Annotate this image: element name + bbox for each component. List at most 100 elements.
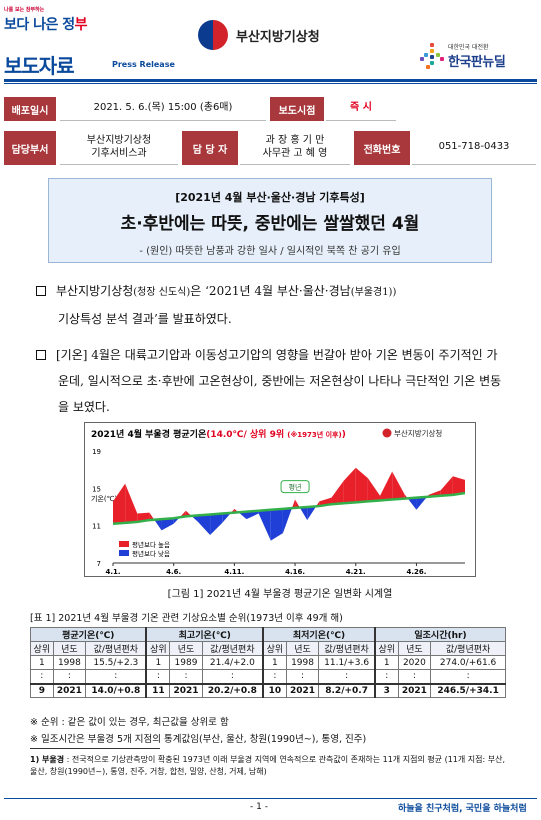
col-rank: 상위 xyxy=(30,641,54,656)
above-normal-area xyxy=(125,483,138,523)
below-normal-area xyxy=(270,508,283,541)
embargo-value: 즉 시 xyxy=(326,97,396,121)
col-value: 값/평년편차 xyxy=(201,641,264,656)
dept-value-line2: 기후서비스과 xyxy=(91,147,147,159)
below-normal-area xyxy=(416,496,427,510)
y-axis-label: 기온(℃) xyxy=(91,494,117,503)
headline-sub: [2021년 4월 부산·울산·경남 기후특성] xyxy=(175,191,365,204)
table-cell: : xyxy=(262,669,287,684)
table-cell: 1 xyxy=(145,655,171,670)
col-year: 년도 xyxy=(285,641,320,656)
dept-value-line1: 부산지방기상청 xyxy=(86,135,152,146)
table-cell: 20.2/+0.8 xyxy=(201,682,264,698)
above-normal-area xyxy=(149,512,155,521)
group-max-temp: 최고기온(℃) xyxy=(145,627,264,642)
table-row: :::::::::::: xyxy=(30,669,506,684)
above-normal-area xyxy=(295,499,300,508)
p1-title: 은 ‘2021년 4월 부산·울산·경남 xyxy=(190,284,351,298)
normal-label: 평년 xyxy=(289,483,302,492)
header-rule-thin xyxy=(4,83,537,84)
below-normal-area xyxy=(238,511,247,520)
col-rank: 상위 xyxy=(145,641,171,656)
rank-table: 평균기온(℃) 최고기온(℃) 최저기온(℃) 일조시간(hr) 상위 년도 값… xyxy=(30,627,506,698)
below-normal-area xyxy=(161,518,174,531)
below-normal-area xyxy=(258,509,271,541)
table-row: 9 2021 14.0/+0.8 11 2021 20.2/+0.8 10 2021 8.2/+… xyxy=(30,682,506,698)
dept-label: 담당부서 xyxy=(4,131,56,165)
taegeuk-emblem-icon xyxy=(198,20,228,50)
table-cell: 2020 xyxy=(397,655,432,670)
above-normal-area xyxy=(367,478,381,502)
legend-low-swatch xyxy=(119,550,129,556)
col-year: 년도 xyxy=(52,641,87,656)
headline-box: [2021년 4월 부산·울산·경남 기후특성] 초·후반에는 따뜻, 중반에는… xyxy=(48,178,492,263)
table-cell: 9 xyxy=(30,682,54,698)
korean-new-deal-logo: 대한민국 대전환 한국판뉴딜 xyxy=(420,42,506,70)
table-cell: 1998 xyxy=(285,655,320,670)
paragraph-temperature: [기온] 4월은 대륙고기압과 이동성고기압의 영향을 번갈아 받아 기온 변동… xyxy=(36,342,506,420)
table-cell: 2021 xyxy=(169,682,203,698)
col-value: 값/평년편차 xyxy=(430,641,506,656)
embargo-label: 보도시점 xyxy=(270,97,324,121)
table-cell: 274.0/+61.6 xyxy=(430,655,506,670)
footer-slogan: 하늘을 친구처럼, 국민을 하늘처럼 xyxy=(398,804,527,814)
chart-caption: [그림 1] 2021년 4월 부울경 평균기온 일변화 시계열 xyxy=(167,589,393,600)
group-sunshine: 일조시간(hr) xyxy=(373,627,506,642)
table-cell: 1 xyxy=(262,655,287,670)
y-tick-label: 7 xyxy=(97,560,101,568)
table-cell: 1 xyxy=(30,655,54,670)
below-normal-area xyxy=(407,497,417,510)
logo-text-a: 보다 나은 정 xyxy=(4,17,75,33)
table-cell: : xyxy=(169,669,203,684)
below-normal-area xyxy=(222,512,231,523)
table-cell: 246.5/+34.1 xyxy=(430,682,506,698)
col-rank: 상위 xyxy=(373,641,399,656)
chart-title-note: (※1973년 이후) xyxy=(287,430,341,439)
col-year: 년도 xyxy=(397,641,432,656)
above-normal-area xyxy=(331,480,344,505)
chart-title-close: ) xyxy=(342,430,346,440)
table-cell: : xyxy=(201,669,264,684)
table-group-row: 평균기온(℃) 최고기온(℃) 최저기온(℃) 일조시간(hr) xyxy=(30,627,506,642)
table-sub-header-row: 상위 년도 값/평년편차 상위 년도 값/평년편차 상위 년도 값/평년편차 상… xyxy=(30,641,506,656)
footnote-rule xyxy=(30,748,160,749)
headline-note: - (원인) 따뜻한 남풍과 강한 일사 / 일시적인 북쪽 찬 공기 유입 xyxy=(139,246,401,257)
header-rule xyxy=(4,79,537,82)
normal-line xyxy=(112,491,466,526)
p1-agency: 부산지방기상청 xyxy=(56,284,134,298)
x-tick-label: 4.21. xyxy=(346,568,366,576)
paragraph-announcement: 부산지방기상청(청장 신도식)은 ‘2021년 4월 부산·울산·경남(부울경1… xyxy=(36,278,506,332)
table-cell: 2021 xyxy=(52,682,87,698)
chart-title-highlight: (14.0℃/ 상위 9위 xyxy=(206,428,287,440)
footer-rule xyxy=(4,798,537,799)
page-number: - 1 - xyxy=(250,802,268,812)
note-rank: ※ 순위 : 같은 값이 있는 경우, 최근값을 상위로 함 xyxy=(30,717,229,728)
table-cell: 1998 xyxy=(52,655,87,670)
logo-tagline: 나를 보는 참부하는 xyxy=(4,7,45,13)
x-tick-label: 4.26. xyxy=(406,568,426,576)
table-cell: : xyxy=(373,669,399,684)
table-cell: : xyxy=(52,669,87,684)
table-cell: : xyxy=(318,669,376,684)
table-cell: 11 xyxy=(145,682,171,698)
y-tick-label: 19 xyxy=(92,448,101,456)
chart-title: 2021년 4월 부울경 평균기온(14.0℃/ 상위 9위 (※1973년 이… xyxy=(91,428,346,440)
table-cell: 10 xyxy=(262,682,287,698)
below-normal-area xyxy=(154,519,162,531)
group-avg-temp: 평균기온(℃) xyxy=(30,627,147,642)
footnote: 1) 부울경 : 전국적으로 기상관측망이 확충된 1973년 이래 부울경 지… xyxy=(30,754,508,778)
manager-value-line2: 사무관 고 혜 영 xyxy=(262,147,328,159)
x-tick-label: 4.1. xyxy=(105,568,120,576)
table-cell: 2021 xyxy=(285,682,320,698)
x-tick-label: 4.16. xyxy=(285,568,305,576)
checkbox-bullet-icon xyxy=(36,350,46,360)
dist-value: 2021. 5. 6.(목) 15:00 (총6매) xyxy=(60,97,266,121)
note-sunshine: ※ 일조시간은 부울경 5개 지점의 통계값임(부산, 울산, 창원(1990년… xyxy=(30,734,367,745)
legend-low-label: 평년보다 낮음 xyxy=(132,549,170,558)
temperature-chart: 2021년 4월 부울경 평균기온(14.0℃/ 상위 9위 (※1973년 이… xyxy=(84,422,476,577)
above-normal-area xyxy=(355,467,368,503)
above-normal-area xyxy=(343,467,356,504)
normal-label-box xyxy=(280,480,310,494)
new-deal-sub: 대한민국 대전환 xyxy=(448,44,489,51)
table-row: 1 1998 15.5/+2.3 1 1989 21.4/+2.0 1 1998 11.1/+3… xyxy=(30,655,506,670)
